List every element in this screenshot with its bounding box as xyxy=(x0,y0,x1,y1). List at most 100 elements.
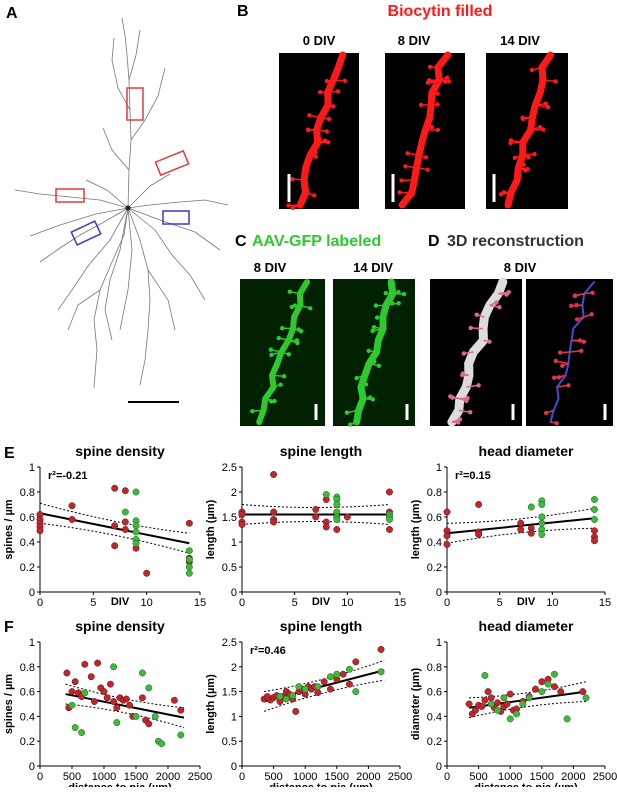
data-point-red xyxy=(479,703,485,709)
neuron-branch xyxy=(140,330,148,385)
spine-head xyxy=(272,399,276,403)
spine-head xyxy=(552,376,556,380)
data-point-red xyxy=(313,506,319,512)
neuron-branch xyxy=(103,128,129,170)
spine-head xyxy=(435,102,439,106)
data-point-red xyxy=(72,678,78,684)
data-point-red xyxy=(444,541,450,547)
data-point-green xyxy=(591,506,597,512)
y-tick-label: 0.4 xyxy=(427,711,442,723)
roi-box-red xyxy=(56,189,84,202)
spine-head xyxy=(560,364,564,368)
data-point-green xyxy=(133,489,139,495)
y-tick-label: 1 xyxy=(29,637,35,649)
spine-head xyxy=(508,141,512,145)
r-squared-annotation: r²=0.46 xyxy=(250,645,286,657)
y-tick-label: 0 xyxy=(231,587,237,599)
data-point-red xyxy=(315,689,321,695)
data-point-green xyxy=(564,716,570,722)
data-point-green xyxy=(146,685,152,691)
data-point-red xyxy=(504,701,510,707)
spine-head xyxy=(313,150,317,154)
spine-head xyxy=(269,353,273,357)
roi-box-blue xyxy=(71,221,100,245)
spine-head xyxy=(436,128,440,132)
spine-head xyxy=(554,359,558,363)
spine-head xyxy=(290,305,294,309)
spine-head xyxy=(366,349,370,353)
data-point-green xyxy=(507,716,513,722)
x-axis-label: DIV xyxy=(517,596,536,608)
spine-head xyxy=(370,329,374,333)
data-point-red xyxy=(122,526,128,532)
y-tick-label: 0.8 xyxy=(20,487,35,499)
data-point-red xyxy=(270,519,276,525)
data-point-green xyxy=(591,496,597,502)
spine-head xyxy=(402,292,406,296)
data-point-red xyxy=(321,678,327,684)
x-axis-label: distance to pia (µm) xyxy=(474,782,578,787)
data-point-green xyxy=(114,719,120,725)
spine-head xyxy=(427,78,431,82)
data-point-green xyxy=(583,695,589,701)
spine-head xyxy=(589,312,593,316)
y-tick-label: 0 xyxy=(29,761,35,773)
y-tick-label: 0.8 xyxy=(427,662,442,674)
panel-f-letter: F xyxy=(4,619,14,636)
spine-head xyxy=(513,156,517,160)
data-point-green xyxy=(72,724,78,730)
y-tick-label: 0.2 xyxy=(427,562,442,574)
data-point-green xyxy=(122,509,128,515)
panel-c-div-label: 14 DIV xyxy=(353,260,393,275)
spine-head xyxy=(566,383,570,387)
spine-head xyxy=(396,301,400,305)
data-point-green xyxy=(526,695,532,701)
spine-head xyxy=(318,90,322,94)
spine-head xyxy=(546,105,550,109)
data-point-green xyxy=(323,491,329,497)
y-axis-label: spines / µm xyxy=(3,674,15,734)
data-point-red xyxy=(386,526,392,532)
spine-head xyxy=(343,79,347,83)
data-point-green xyxy=(386,516,392,522)
y-tick-label: 1 xyxy=(436,637,442,649)
spine-head xyxy=(468,410,472,414)
spine-head xyxy=(465,396,469,400)
y-tick-label: 1 xyxy=(231,537,237,549)
data-point-green xyxy=(283,696,289,702)
data-point-red xyxy=(126,702,132,708)
spine-head xyxy=(336,89,340,93)
data-point-green xyxy=(494,707,500,713)
y-tick-label: 0.6 xyxy=(427,512,442,524)
y-tick-label: 0.8 xyxy=(20,662,35,674)
data-point-red xyxy=(323,524,329,530)
spine-head xyxy=(521,162,525,166)
data-point-red xyxy=(518,520,524,526)
x-tick-label: 5 xyxy=(497,597,503,609)
data-point-red xyxy=(94,660,100,666)
y-tick-label: 2.5 xyxy=(222,462,237,474)
data-point-green xyxy=(488,701,494,707)
data-point-red xyxy=(378,646,384,652)
data-point-red xyxy=(111,523,117,529)
data-point-green xyxy=(539,688,545,694)
spine-head xyxy=(312,193,316,197)
spine-head xyxy=(384,291,388,295)
panel-b-div-label: 8 DIV xyxy=(398,33,431,48)
x-tick-label: 2500 xyxy=(188,771,212,783)
x-tick-label: 2500 xyxy=(593,771,617,783)
spine-head xyxy=(297,327,301,331)
y-tick-label: 1.5 xyxy=(222,512,237,524)
spine-head xyxy=(282,374,286,378)
data-point-green xyxy=(539,520,545,526)
spine-head xyxy=(250,409,254,413)
soma xyxy=(126,206,131,211)
data-point-red xyxy=(122,488,128,494)
neuron-branch xyxy=(120,208,132,330)
neuron-branch xyxy=(68,290,100,330)
spine-head xyxy=(396,290,400,294)
data-point-red xyxy=(334,526,340,532)
